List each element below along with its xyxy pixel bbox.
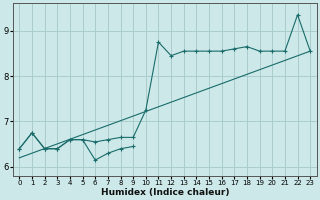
X-axis label: Humidex (Indice chaleur): Humidex (Indice chaleur): [100, 188, 229, 197]
